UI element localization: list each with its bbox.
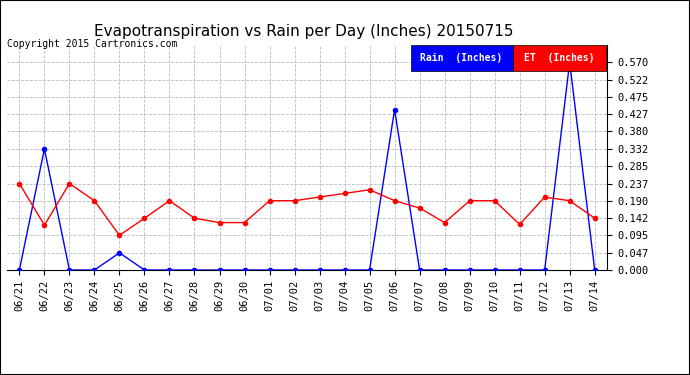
Text: Evapotranspiration vs Rain per Day (Inches) 20150715: Evapotranspiration vs Rain per Day (Inch… [94,24,513,39]
Text: Copyright 2015 Cartronics.com: Copyright 2015 Cartronics.com [7,39,177,50]
Text: ET  (Inches): ET (Inches) [524,53,595,63]
Text: Rain  (Inches): Rain (Inches) [420,53,503,63]
